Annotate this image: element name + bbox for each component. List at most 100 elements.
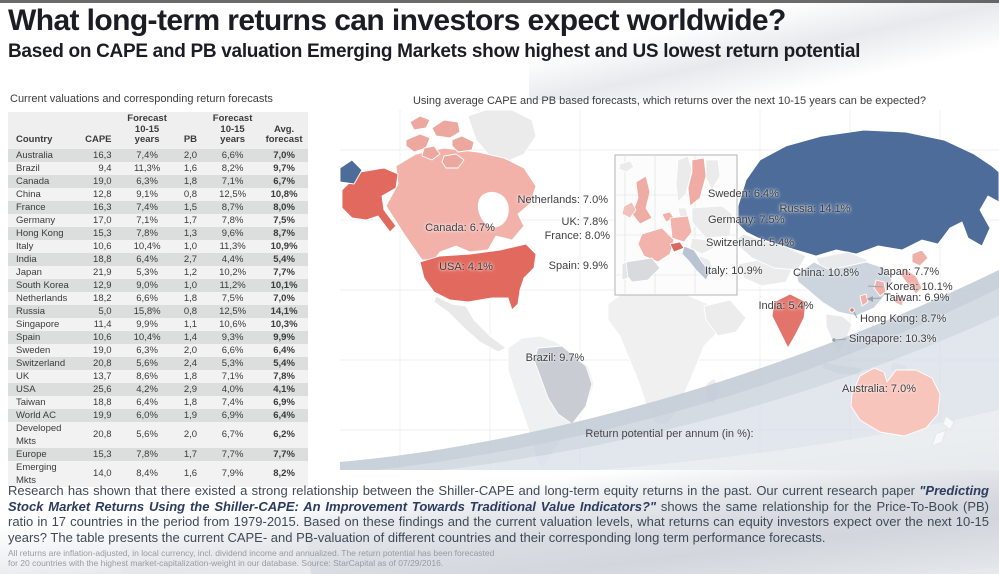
table-cell-cape-forecast: 6,4% xyxy=(136,253,158,265)
map-country-label: Australia: 7.0% xyxy=(842,383,916,395)
table-cell-avg-forecast: 7,7% xyxy=(273,266,295,278)
inset-uk xyxy=(631,175,653,225)
column-header-cape-forecast: Forecast 10-15 years xyxy=(119,112,175,149)
table-row: Japan 21,9 5,3% 1,2 10,2% 7,7% xyxy=(8,265,308,279)
table-cell-pb: 1,0 xyxy=(183,240,198,252)
table-cell-avg-forecast: 6,4% xyxy=(273,344,295,356)
table-cell-cape: 12,9 xyxy=(93,279,112,291)
table-cell-cape-forecast: 10,4% xyxy=(133,331,161,343)
table-cell-pb: 1,0 xyxy=(183,279,198,291)
table-cell-cape-forecast: 7,1% xyxy=(136,214,158,226)
table-cell-pb: 1,1 xyxy=(183,318,198,330)
table-cell-avg-forecast: 10,3% xyxy=(270,318,298,330)
table-row: Spain 10,6 10,4% 1,4 9,3% 9,9% xyxy=(8,330,308,344)
map-country-label: Russia: 14.1% xyxy=(780,203,851,215)
table-cell-pb-forecast: 9,6% xyxy=(221,227,244,239)
table-cell-country: France xyxy=(16,201,46,213)
map-label-text: Spain: 9.9% xyxy=(548,260,608,272)
table-cell-pb-forecast: 7,4% xyxy=(221,396,244,408)
table-cell-cape-forecast: 9,1% xyxy=(136,188,158,200)
map-country-label: Canada: 6.7% xyxy=(425,222,495,234)
map-country-label: Spain: 9.9% xyxy=(549,260,608,272)
footnote-line-2: for 20 countries with the highest market… xyxy=(8,558,444,568)
table-cell-avg-forecast: 7,0% xyxy=(273,149,295,161)
table-row: South Korea 12,9 9,0% 1,0 11,2% 10,1% xyxy=(8,278,308,292)
table-cell-cape-forecast: 7,8% xyxy=(136,448,158,460)
table-cell-pb: 1,9 xyxy=(183,409,198,421)
table-cell-avg-forecast: 8,0% xyxy=(273,201,295,213)
table-cell-avg-forecast: 5,4% xyxy=(273,253,295,265)
table-cell-avg-forecast: 5,4% xyxy=(273,357,295,369)
country-usa xyxy=(419,243,537,311)
region-central-asia xyxy=(737,233,807,271)
table-cell-country: Brazil xyxy=(16,162,40,174)
inset-ireland xyxy=(621,201,637,219)
table-row: Hong Kong 15,3 7,8% 1,3 9,6% 8,7% xyxy=(8,226,308,240)
table-cell-country: Sweden xyxy=(16,344,51,356)
map-label-text: UK: 7.8% xyxy=(561,216,608,228)
country-hong-kong xyxy=(849,307,855,313)
map-country-label: Switzerland: 5.4% xyxy=(706,237,794,249)
table-row: Developed Mkts 20,8 5,6% 2,0 6,7% 6,2% xyxy=(8,421,308,448)
map-label-text: Sweden: 6.4% xyxy=(708,188,779,200)
inset-sweden xyxy=(687,157,707,207)
country-alaska xyxy=(341,167,399,233)
map-country-label: Hong Kong: 8.7% xyxy=(860,313,946,325)
header: What long-term returns can investors exp… xyxy=(8,4,860,63)
table-caption: Current valuations and corresponding ret… xyxy=(10,93,273,105)
table-cell-pb-forecast: 12,5% xyxy=(219,188,247,200)
map-label-text: Netherlands: 7.0% xyxy=(517,194,609,206)
table-cell-avg-forecast: 6,7% xyxy=(273,175,295,187)
table-row: France 16,3 7,4% 1,5 8,7% 8,0% xyxy=(8,200,308,214)
table-cell-pb-forecast: 7,1% xyxy=(221,175,244,187)
table-cell-country: Japan xyxy=(16,266,42,278)
table-row: Sweden 19,0 6,3% 2,0 6,6% 6,4% xyxy=(8,343,308,357)
table-cell-country: USA xyxy=(16,383,36,395)
map-country-label: France: 8.0% xyxy=(545,230,610,242)
country-canada xyxy=(385,147,537,261)
table-cell-country: Switzerland xyxy=(16,357,66,369)
table-cell-cape: 19,0 xyxy=(93,344,112,356)
table-cell-cape-forecast: 5,3% xyxy=(136,266,158,278)
table-cell-country: China xyxy=(16,188,41,200)
world-map: Return potential per annum (in %): Nethe… xyxy=(340,110,999,470)
table-cell-cape: 18,8 xyxy=(93,253,112,265)
label-connectors xyxy=(832,285,884,342)
table-cell-country: Spain xyxy=(16,331,41,343)
table-cell-cape: 9,4 xyxy=(98,162,112,174)
table-row: India 18,8 6,4% 2,7 4,4% 5,4% xyxy=(8,252,308,266)
region-arabia xyxy=(703,299,747,337)
paragraph-text-1: Research has shown that there existed a … xyxy=(8,483,920,498)
table-cell-cape-forecast: 10,4% xyxy=(133,240,161,252)
region-mexico xyxy=(433,295,507,353)
table-cell-cape: 18,2 xyxy=(93,292,112,304)
country-greenland xyxy=(467,110,537,163)
table-cell-pb: 1,7 xyxy=(183,214,198,226)
table-cell-avg-forecast: 6,4% xyxy=(273,409,295,421)
table-cell-pb-forecast: 4,4% xyxy=(221,253,244,265)
table-cell-pb: 2,7 xyxy=(183,253,198,265)
table-cell-country: Developed Mkts xyxy=(16,422,62,447)
table-row: Taiwan 18,8 6,4% 1,8 7,4% 6,9% xyxy=(8,395,308,409)
table-cell-avg-forecast: 7,8% xyxy=(273,370,295,382)
column-header-cape: CAPE xyxy=(78,112,120,149)
map-country-label: Korea: 10.1% xyxy=(886,281,953,293)
map-country-label: Japan: 7.7% xyxy=(878,266,939,278)
table-cell-pb: 1,8 xyxy=(183,370,198,382)
table-row: World AC 19,9 6,0% 1,9 6,9% 6,4% xyxy=(8,408,308,422)
map-label-text: France: 8.0% xyxy=(544,230,610,242)
table-cell-pb: 1,3 xyxy=(183,227,198,239)
column-header-pb: PB xyxy=(174,112,206,149)
table-cell-pb-forecast: 6,9% xyxy=(221,409,244,421)
map-label-text: Brazil: 9.7% xyxy=(525,352,585,364)
map-label-text: Australia: 7.0% xyxy=(842,383,916,395)
table-cell-pb-forecast: 4,0% xyxy=(221,383,244,395)
table-cell-country: Russia xyxy=(16,305,46,317)
column-header-pb-forecast: Forecast 10-15 years xyxy=(205,112,261,149)
table-cell-cape-forecast: 4,2% xyxy=(136,383,158,395)
map-label-text: Russia: 14.1% xyxy=(779,203,851,215)
map-label-text: Taiwan: 6.9% xyxy=(884,292,950,304)
column-header-avg-forecast: Avg. forecast xyxy=(260,112,308,149)
country-russia xyxy=(737,129,999,257)
